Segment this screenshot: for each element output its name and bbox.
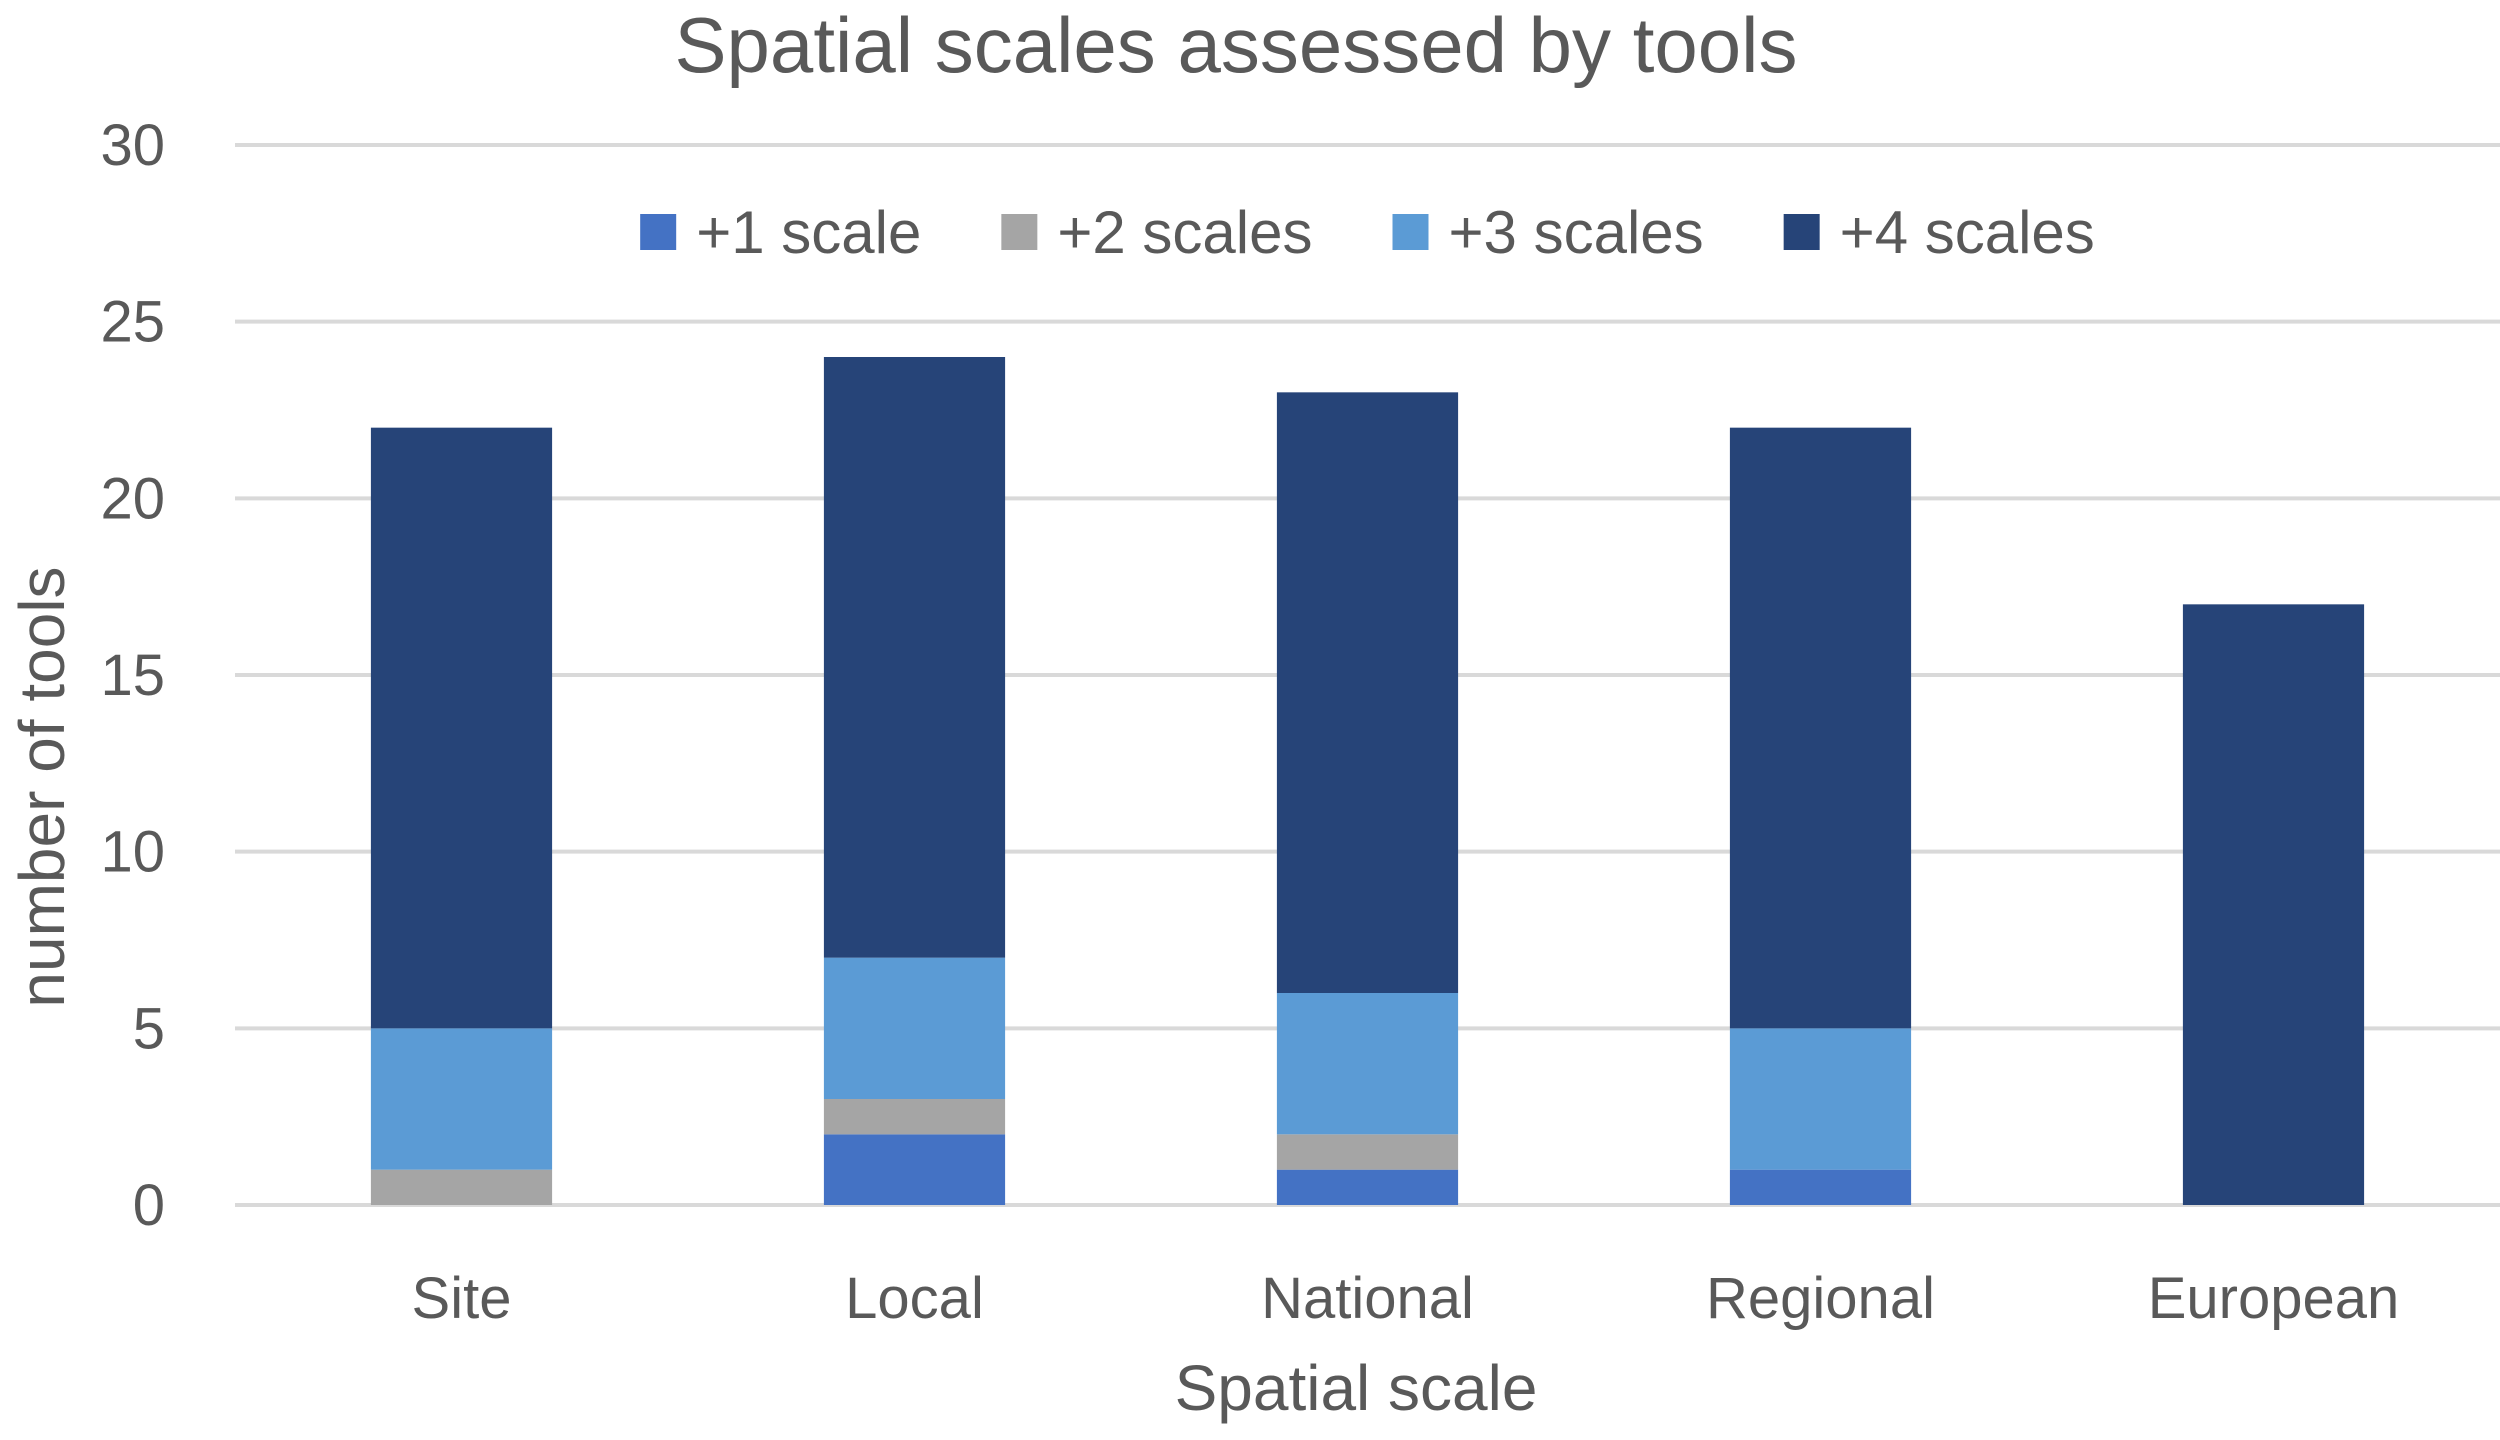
y-tick-label-15: 15 <box>100 643 165 708</box>
y-tick-label-0: 0 <box>133 1173 165 1238</box>
x-tick-label-local: Local <box>845 1266 984 1331</box>
bar-local-3-scales <box>823 957 1006 1099</box>
legend-label-3-scales: +3 scales <box>1449 199 1704 266</box>
bar-regional-1-scale <box>1729 1169 1912 1205</box>
y-tick-label-30: 30 <box>100 113 165 178</box>
y-tick-label-10: 10 <box>100 820 165 885</box>
bar-local-1-scale <box>823 1134 1006 1205</box>
bar-national-4-scales <box>1276 392 1459 993</box>
bar-regional-4-scales <box>1729 427 1912 1029</box>
bar-european-4-scales <box>2182 604 2365 1205</box>
bar-local-2-scales <box>823 1099 1006 1135</box>
y-axis-title: number of tools <box>6 566 78 1007</box>
x-tick-label-european: European <box>2148 1266 2400 1331</box>
legend-swatch-2-scales <box>1001 214 1038 250</box>
legend-item-4-scales: +4 scales <box>1783 199 2095 266</box>
bar-national-2-scales <box>1276 1134 1459 1170</box>
y-tick-label-5: 5 <box>133 996 165 1061</box>
legend-label-4-scales: +4 scales <box>1840 199 2095 266</box>
legend-swatch-4-scales <box>1783 214 1820 250</box>
x-tick-label-regional: Regional <box>1706 1266 1935 1331</box>
legend-label-2-scales: +2 scales <box>1057 199 1312 266</box>
legend-label-1-scale: +1 scale <box>696 199 921 266</box>
x-tick-label-site: Site <box>412 1266 512 1331</box>
y-tick-label-25: 25 <box>100 290 165 355</box>
bar-site-3-scales <box>370 1028 553 1170</box>
bar-regional-3-scales <box>1729 1028 1912 1170</box>
legend-item-2-scales: +2 scales <box>1001 199 1313 266</box>
bar-site-4-scales <box>370 427 553 1029</box>
legend-item-3-scales: +3 scales <box>1392 199 1704 266</box>
y-axis-tick-labels: 0 5 10 15 20 25 30 <box>100 113 165 1238</box>
x-axis-tick-labels: Site Local National Regional European <box>412 1266 2400 1331</box>
bar-national-1-scale <box>1276 1169 1459 1205</box>
chart-title: Spatial scales assessed by tools <box>675 1 1798 89</box>
x-axis-title: Spatial scale <box>1175 1352 1538 1424</box>
legend-swatch-1-scale <box>640 214 677 250</box>
bar-site-2-scales <box>370 1169 553 1205</box>
bar-national-3-scales <box>1276 993 1459 1135</box>
bars <box>370 357 2365 1205</box>
legend: +1 scale +2 scales +3 scales +4 scales <box>640 199 2095 266</box>
x-tick-label-national: National <box>1261 1266 1474 1331</box>
bar-local-4-scales <box>823 357 1006 958</box>
y-tick-label-20: 20 <box>100 466 165 531</box>
legend-swatch-3-scales <box>1392 214 1429 250</box>
legend-item-1-scale: +1 scale <box>640 199 921 266</box>
